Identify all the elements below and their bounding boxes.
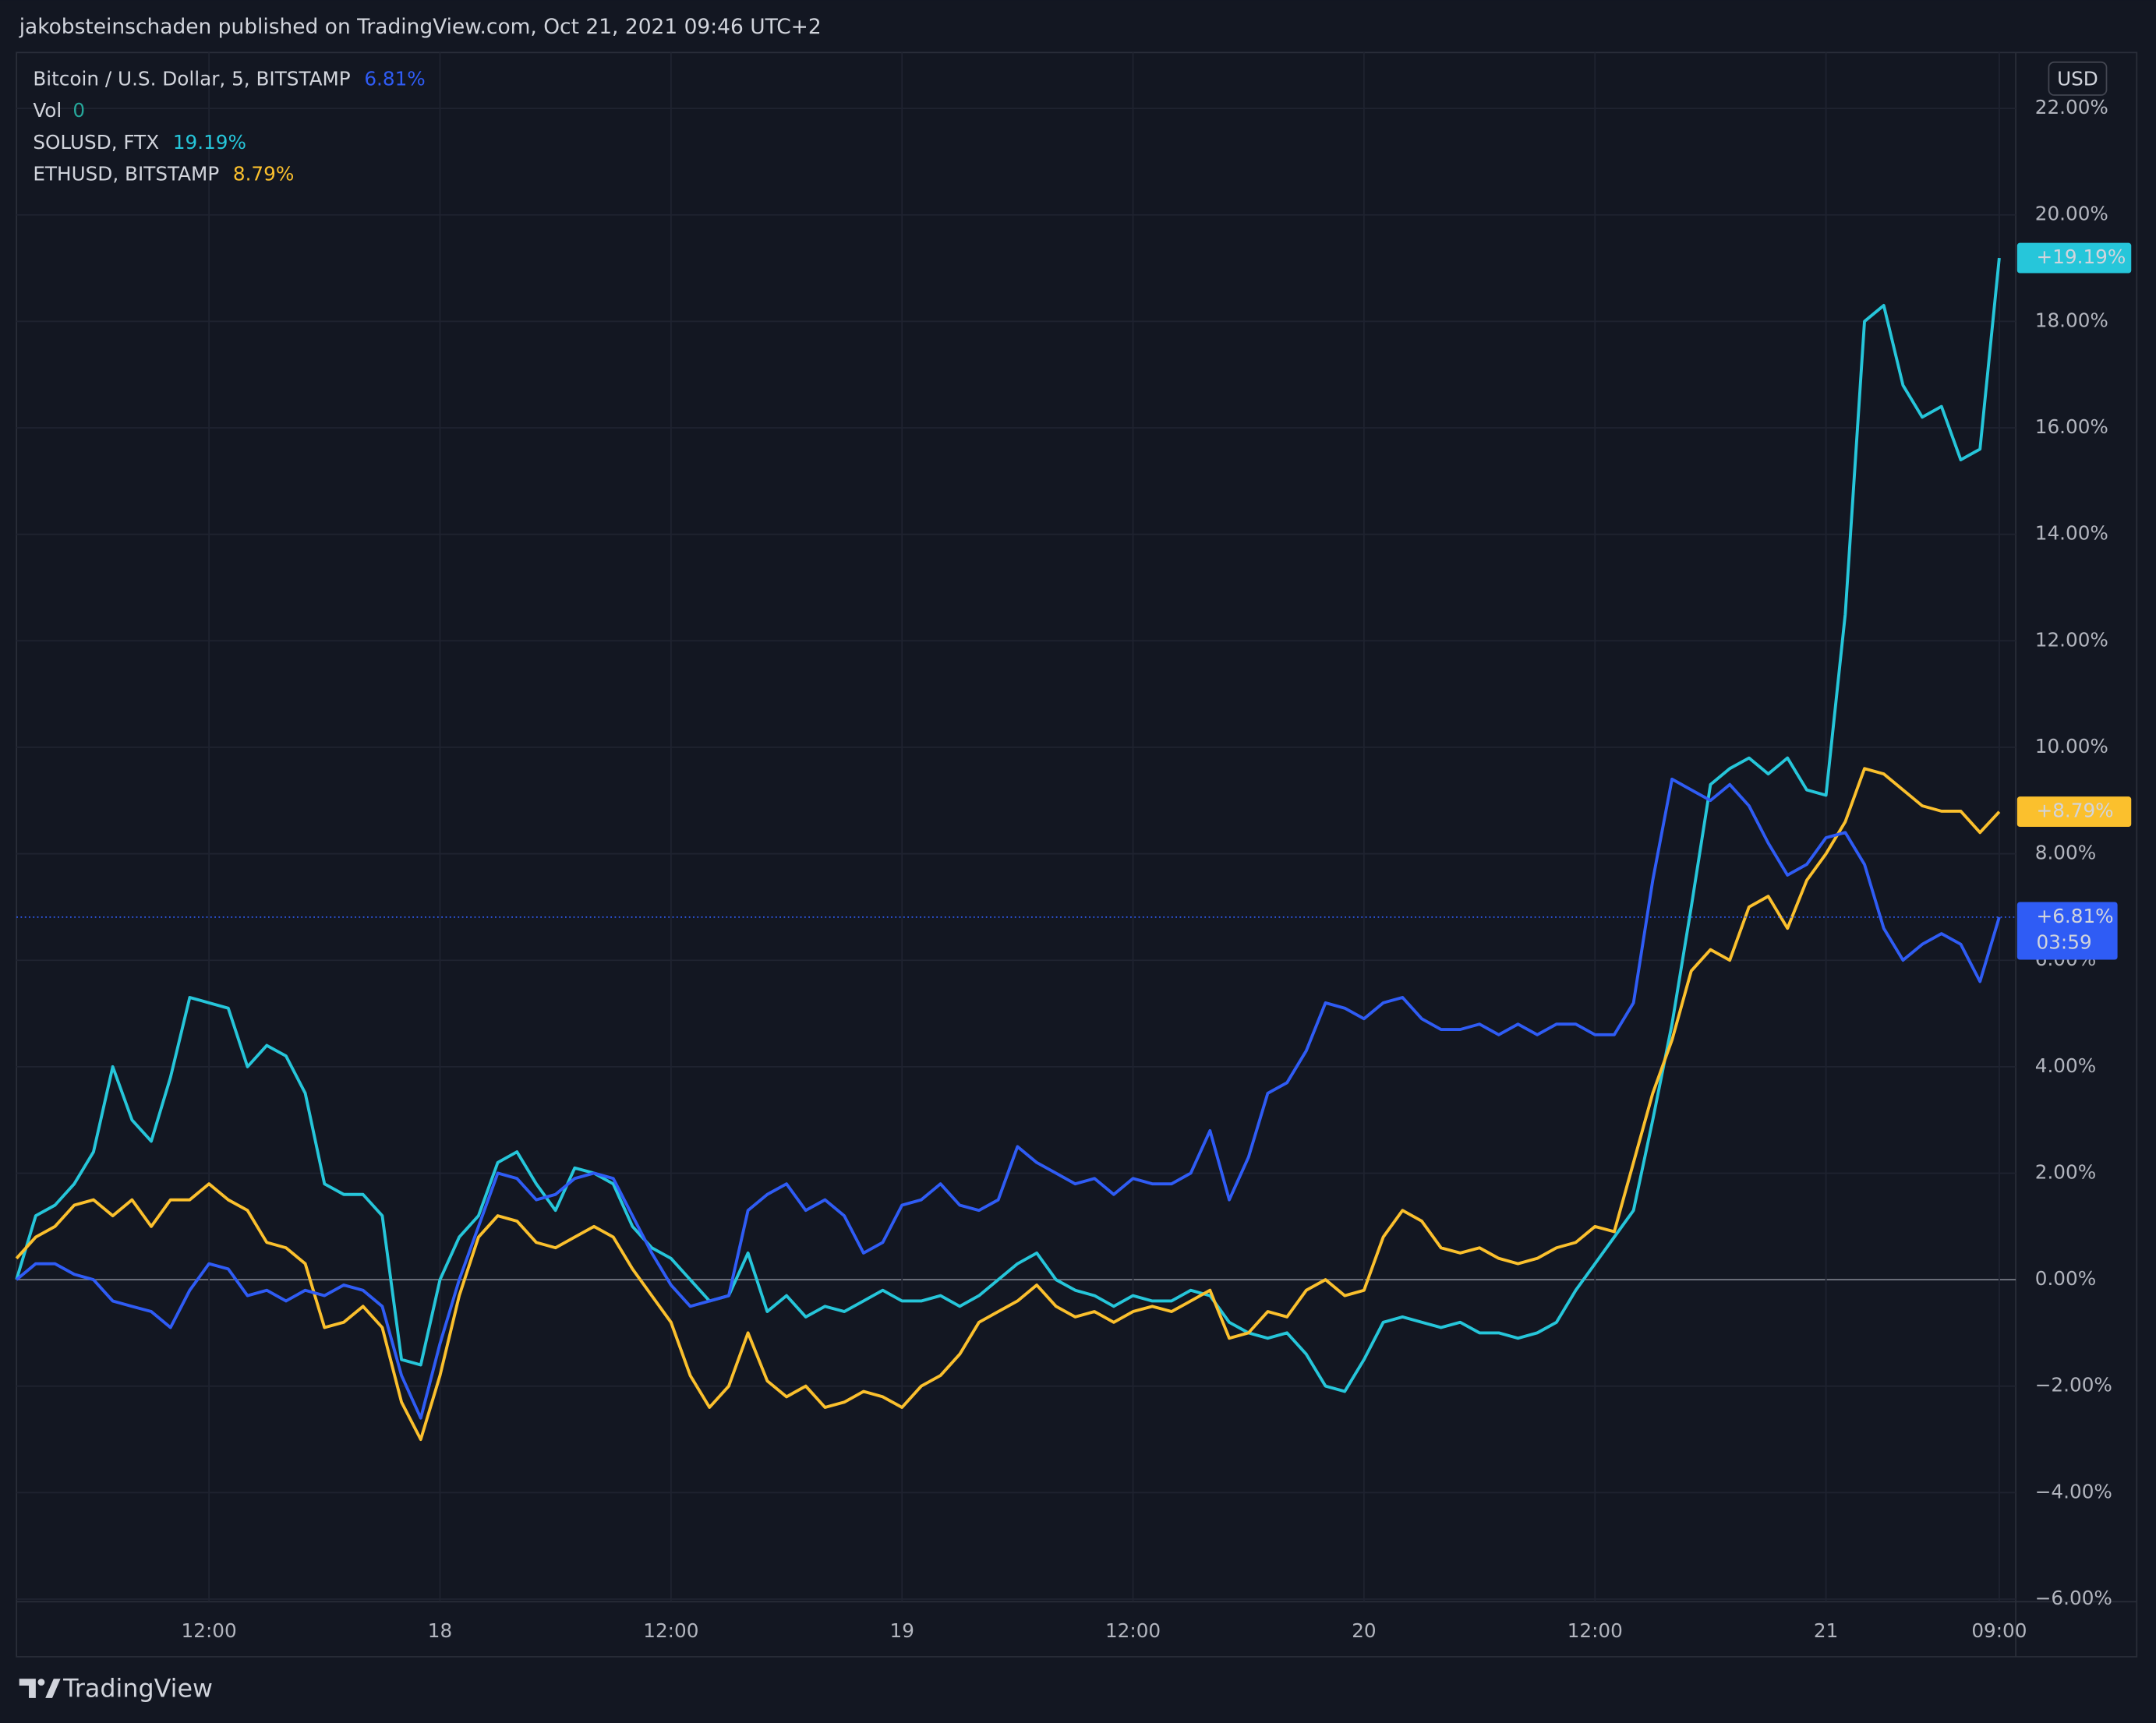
x-tick-label: 12:00 <box>1568 1619 1623 1642</box>
brand-logo: TradingView <box>19 1675 213 1703</box>
legend-name: SOLUSD, FTX <box>33 131 159 154</box>
price-tag <box>2016 796 2132 827</box>
x-tick-label: 12:00 <box>1105 1619 1161 1642</box>
legend-row: ETHUSD, BITSTAMP 8.79% <box>33 162 294 185</box>
brand-name: TradingView <box>62 1675 213 1703</box>
y-tick-label: 10.00% <box>2035 735 2108 757</box>
price-tag-label: +8.79% <box>2037 800 2114 822</box>
x-tick-label: 09:00 <box>1971 1619 2027 1642</box>
series-line <box>15 777 2001 1420</box>
series-line <box>15 767 2001 1442</box>
publish-header: jakobsteinschaden published on TradingVi… <box>19 15 822 39</box>
x-tick-label: 21 <box>1814 1619 1838 1642</box>
price-tag <box>2016 242 2132 274</box>
legend-value: 0 <box>72 99 85 122</box>
legend-row: Bitcoin / U.S. Dollar, 5, BITSTAMP 6.81% <box>33 68 425 90</box>
x-tick-label: 18 <box>428 1619 452 1642</box>
y-tick-label: 16.00% <box>2035 415 2108 438</box>
series-line <box>15 257 2001 1393</box>
y-tick-label: 14.00% <box>2035 522 2108 545</box>
legend-name: Bitcoin / U.S. Dollar, 5, BITSTAMP <box>33 68 350 90</box>
x-tick-label: 12:00 <box>643 1619 698 1642</box>
countdown-label: 03:59 <box>2037 930 2092 953</box>
y-tick-label: −2.00% <box>2035 1374 2112 1396</box>
axes: −6.00%−4.00%−2.00%0.00%2.00%4.00%6.00%8.… <box>182 96 2112 1642</box>
y-tick-label: 12.00% <box>2035 628 2108 651</box>
price-tag-label: +19.19% <box>2037 245 2126 268</box>
legend: Bitcoin / U.S. Dollar, 5, BITSTAMP 6.81% … <box>33 68 425 185</box>
legend-row: Vol 0 <box>33 99 85 122</box>
legend-name: ETHUSD, BITSTAMP <box>33 162 219 185</box>
y-tick-label: −6.00% <box>2035 1587 2112 1609</box>
currency-label[interactable]: USD <box>2057 68 2098 90</box>
y-tick-label: 8.00% <box>2035 842 2096 864</box>
logo-shape <box>45 1679 61 1698</box>
legend-row: SOLUSD, FTX 19.19% <box>33 131 246 154</box>
legend-name: Vol <box>33 99 62 122</box>
legend-value: 6.81% <box>364 68 425 90</box>
y-tick-label: −4.00% <box>2035 1480 2112 1502</box>
y-tick-label: 18.00% <box>2035 309 2108 331</box>
legend-value: 19.19% <box>173 131 246 154</box>
y-tick-label: 20.00% <box>2035 203 2108 225</box>
currency-button[interactable] <box>2048 61 2108 96</box>
price-tag-label: +6.81% <box>2037 905 2114 927</box>
legend-value: 8.79% <box>233 162 294 185</box>
y-tick-label: 4.00% <box>2035 1054 2096 1077</box>
chart-frame <box>16 51 2138 1658</box>
series-lines <box>15 257 2016 1442</box>
logo-shape <box>19 1679 36 1698</box>
x-tick-label: 20 <box>1352 1619 1376 1642</box>
x-tick-label: 12:00 <box>182 1619 237 1642</box>
y-tick-label: 22.00% <box>2035 96 2108 118</box>
y-tick-label: 2.00% <box>2035 1160 2096 1183</box>
y-tick-label: 0.00% <box>2035 1267 2096 1290</box>
logo-shape <box>37 1679 45 1686</box>
x-tick-label: 19 <box>889 1619 914 1642</box>
price-tag <box>2016 902 2118 960</box>
